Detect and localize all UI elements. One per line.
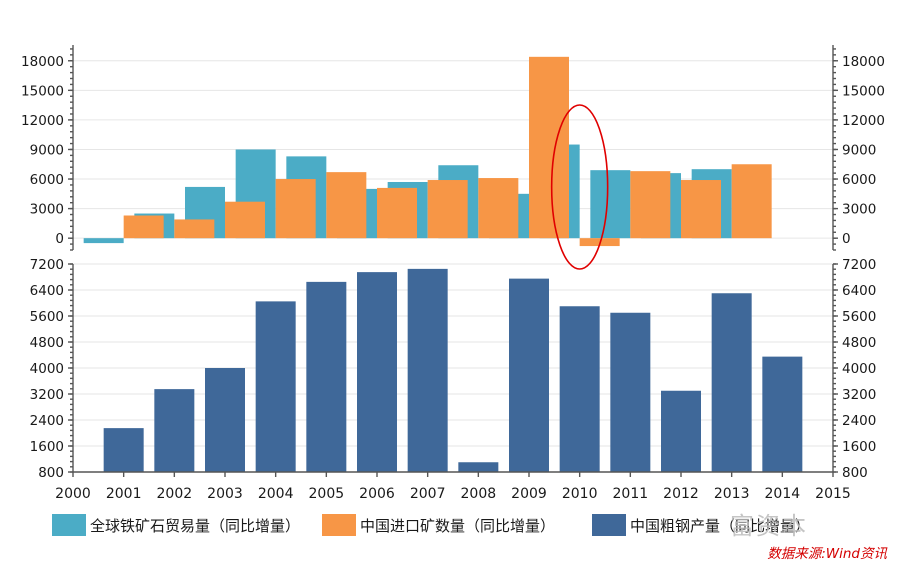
upper-right-tick-label: 3000 (842, 202, 876, 218)
lower-bar-2004-series-1 (255, 301, 296, 472)
lower-right-tick-label: 6400 (842, 283, 876, 299)
annotation (550, 104, 609, 270)
upper-bar-2011-series-1 (590, 170, 631, 239)
legend-swatch-import (322, 514, 356, 536)
lower-left-tick-label: 1600 (30, 439, 64, 455)
grid-lines (73, 60, 833, 473)
upper-bar-2003-series-2 (225, 201, 265, 239)
upper-bar-2012-series-2 (681, 180, 721, 239)
lower-right-tick-label: 2400 (842, 413, 876, 429)
lower-left-tick-label: 5600 (30, 309, 64, 325)
lower-left-tick-label: 4000 (30, 361, 64, 377)
lower-bar-2010-series-1 (559, 306, 600, 472)
upper-right-tick-label: 12000 (842, 113, 885, 129)
upper-bar-2007-series-2 (427, 180, 468, 239)
upper-right-tick-label: 18000 (842, 54, 885, 70)
lower-left-tick-label: 800 (38, 465, 64, 481)
x-tick-label-2012: 2012 (663, 486, 699, 502)
lower-bar-2012-series-1 (661, 390, 701, 472)
lower-bar-2008-series-1 (458, 462, 499, 472)
upper-left-tick-label: 9000 (30, 142, 64, 158)
upper-bar-2008-series-2 (478, 178, 519, 239)
x-tick-label-2001: 2001 (106, 486, 142, 502)
legend-item-import: 中国进口矿数量（同比增量） (322, 512, 555, 538)
bars (83, 56, 803, 472)
lower-bar-2002-series-1 (154, 389, 195, 472)
highlight-ellipse-2010 (550, 104, 609, 270)
upper-right-tick-label: 0 (842, 231, 851, 247)
x-tick-label-2008: 2008 (461, 486, 497, 502)
upper-left-tick-label: 15000 (21, 83, 64, 99)
x-tick-label-2005: 2005 (309, 486, 345, 502)
upper-bar-2005-series-2 (326, 172, 367, 239)
x-tick-label-2000: 2000 (55, 486, 91, 502)
x-tick-label-2011: 2011 (613, 486, 649, 502)
lower-left-tick-label: 6400 (30, 283, 64, 299)
x-tick-label-2006: 2006 (359, 486, 395, 502)
upper-bar-2001-series-1 (83, 238, 124, 244)
legend-swatch-trade (52, 514, 86, 536)
upper-bar-2004-series-2 (275, 179, 316, 239)
upper-left-tick-label: 0 (55, 231, 64, 247)
lower-bar-2001-series-1 (103, 428, 144, 472)
lower-left-tick-label: 4800 (30, 335, 64, 351)
legend: 全球铁矿石贸易量（同比增量） 中国进口矿数量（同比增量） 中国粗钢产量（同比增量… (52, 512, 892, 538)
axes (68, 45, 838, 477)
upper-right-tick-label: 6000 (842, 172, 876, 188)
lower-bar-2006-series-1 (357, 272, 397, 472)
lower-right-tick-label: 800 (842, 465, 868, 481)
legend-label-steel: 中国粗钢产量（同比增量） (630, 516, 811, 535)
lower-left-tick-label: 7200 (30, 257, 64, 273)
lower-right-tick-label: 4000 (842, 361, 876, 377)
upper-bar-2011-series-2 (630, 171, 671, 239)
upper-right-tick-label: 15000 (842, 83, 885, 99)
x-tick-label-2014: 2014 (765, 486, 801, 502)
upper-bar-2009-series-2 (529, 56, 569, 239)
x-tick-label-2009: 2009 (511, 486, 547, 502)
lower-bar-2013-series-1 (711, 293, 752, 472)
upper-bar-2013-series-2 (731, 164, 772, 239)
tick-labels: 0 0 3000 3000 6000 6000 9000 9000 12000 12000 1500… (21, 54, 885, 502)
lower-right-tick-label: 1600 (842, 439, 876, 455)
x-tick-label-2003: 2003 (207, 486, 243, 502)
legend-label-import: 中国进口矿数量（同比增量） (360, 516, 556, 535)
upper-bar-2001-series-2 (123, 215, 164, 239)
lower-right-tick-label: 4800 (842, 335, 876, 351)
upper-left-tick-label: 18000 (21, 54, 64, 70)
upper-left-tick-label: 6000 (30, 172, 64, 188)
lower-bar-2011-series-1 (610, 312, 651, 472)
upper-right-tick-label: 9000 (842, 142, 876, 158)
upper-left-tick-label: 12000 (21, 113, 64, 129)
watermark: 富资本 (730, 512, 808, 540)
lower-right-tick-label: 5600 (842, 309, 876, 325)
upper-bar-2002-series-2 (174, 219, 215, 239)
lower-left-tick-label: 3200 (30, 387, 64, 403)
x-tick-label-2004: 2004 (258, 486, 294, 502)
legend-label-trade: 全球铁矿石贸易量（同比增量） (90, 516, 301, 535)
x-tick-label-2010: 2010 (562, 486, 598, 502)
x-tick-label-2007: 2007 (410, 486, 446, 502)
upper-bar-2006-series-2 (377, 187, 417, 239)
lower-bar-2007-series-1 (407, 268, 448, 472)
lower-bar-2003-series-1 (205, 368, 245, 472)
lower-bar-2005-series-1 (306, 281, 347, 472)
legend-item-steel: 中国粗钢产量（同比增量） (592, 512, 810, 538)
lower-bar-2014-series-1 (762, 356, 803, 472)
x-tick-label-2015: 2015 (815, 486, 851, 502)
legend-item-trade: 全球铁矿石贸易量（同比增量） (52, 512, 300, 538)
lower-left-tick-label: 2400 (30, 413, 64, 429)
lower-right-tick-label: 3200 (842, 387, 876, 403)
upper-left-tick-label: 3000 (30, 202, 64, 218)
lower-right-tick-label: 7200 (842, 257, 876, 273)
x-tick-label-2013: 2013 (714, 486, 750, 502)
x-tick-label-2002: 2002 (157, 486, 193, 502)
source-note: 数据来源:Wind资讯 (767, 546, 887, 562)
lower-bar-2009-series-1 (509, 278, 549, 472)
legend-swatch-steel (592, 514, 626, 536)
